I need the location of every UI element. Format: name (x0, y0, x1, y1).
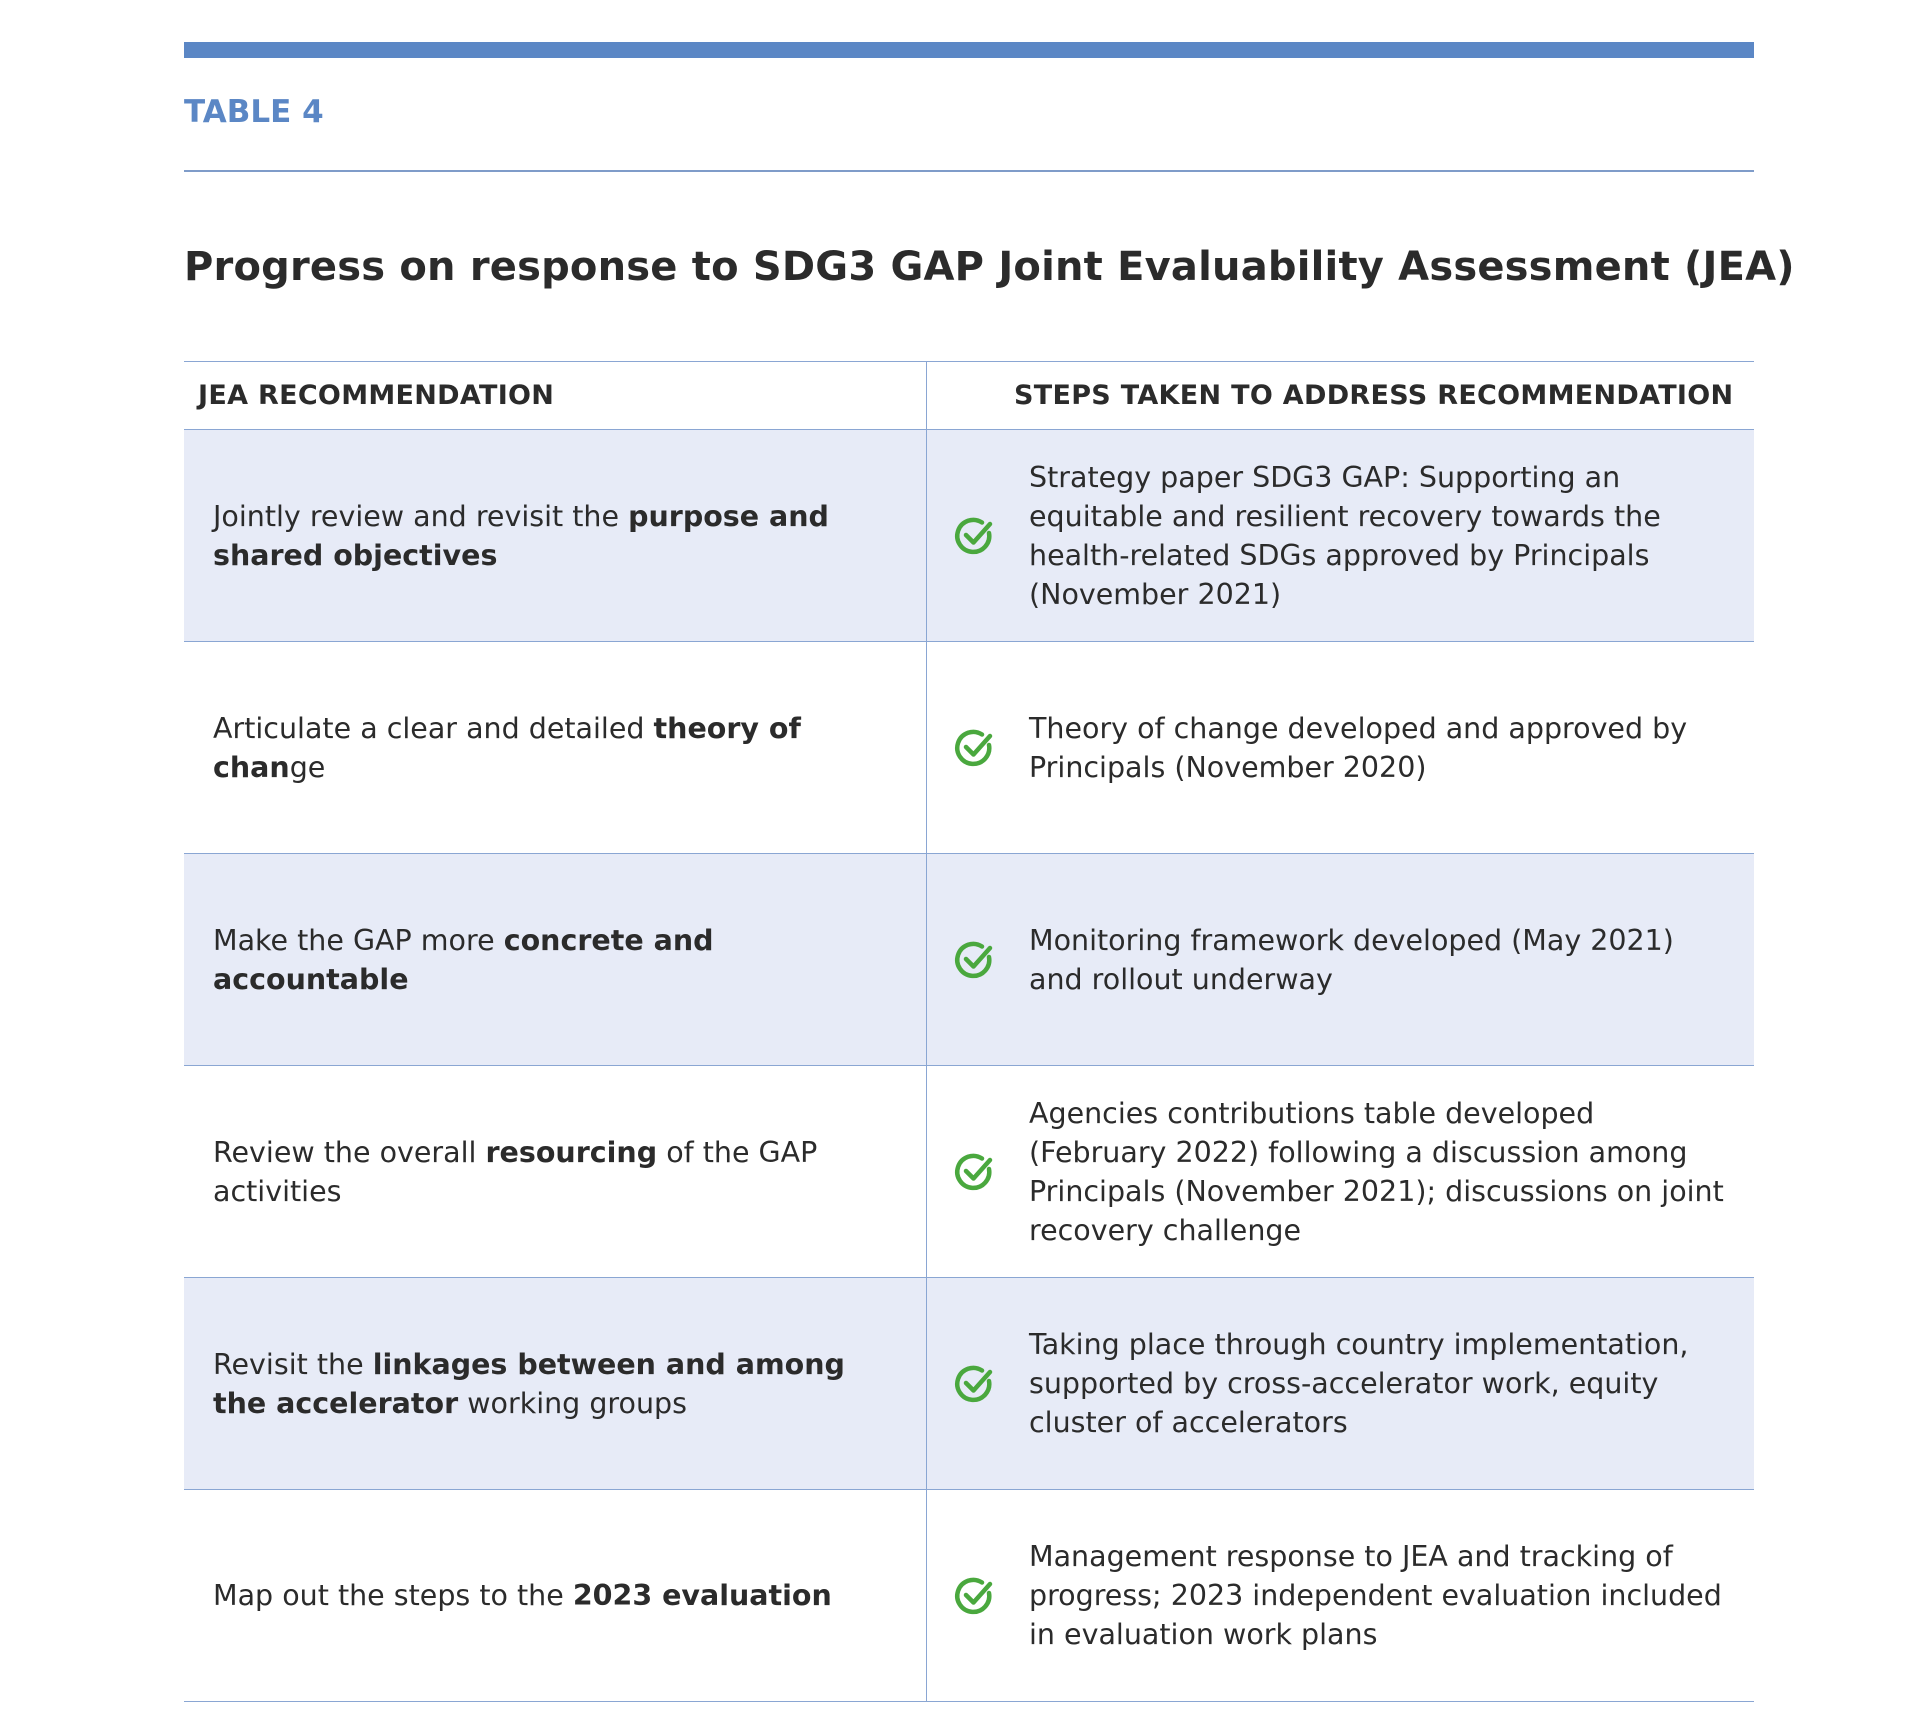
text-run: resourcing (485, 1135, 658, 1169)
table-row: Make the GAP more concrete and accountab… (184, 854, 1754, 1066)
text-run: 2023 evaluation (572, 1579, 832, 1612)
recommendation-cell: Make the GAP more concrete and accountab… (184, 854, 927, 1065)
steps-text: Agencies contributions table developed (… (1029, 1096, 1724, 1247)
recommendation-text: Revisit the linkages between and among t… (213, 1345, 906, 1423)
recommendation-cell: Map out the steps to the 2023 evaluation (184, 1490, 927, 1701)
steps-cell: Theory of change developed and approved … (927, 642, 1754, 853)
check-icon (955, 941, 993, 978)
recommendation-text: Jointly review and revisit the purpose a… (213, 497, 906, 575)
table-row: Articulate a clear and detailed theory o… (184, 642, 1754, 854)
column-header: STEPS TAKEN TO ADDRESS RECOMMENDATION (1014, 380, 1734, 411)
top-bar (184, 42, 1754, 58)
text-run: theory of chan (213, 711, 801, 784)
text-run: linkages between and among the accelerat… (213, 1347, 845, 1420)
check-icon (955, 517, 993, 554)
text-run: Review the overall (213, 1135, 486, 1169)
steps-cell: Monitoring framework developed (May 2021… (927, 854, 1754, 1065)
check-icon (955, 1365, 993, 1402)
recommendation-text: Review the overall resourcing of the GAP… (213, 1133, 906, 1211)
table-row: Review the overall resourcing of the GAP… (184, 1066, 1754, 1278)
recommendation-cell: Articulate a clear and detailed theory o… (184, 642, 927, 853)
table-row: Map out the steps to the 2023 evaluation… (184, 1490, 1754, 1702)
text-run: concrete and accountable (213, 923, 714, 996)
recommendation-cell: Revisit the linkages between and among t… (184, 1278, 927, 1489)
recommendation-text: Map out the steps to the 2023 evaluation (213, 1576, 832, 1615)
text-run: working groups (458, 1386, 687, 1420)
text-run: ge (289, 750, 326, 784)
table-row: Revisit the linkages between and among t… (184, 1278, 1754, 1490)
check-icon (955, 1153, 993, 1190)
table-label: TABLE 4 (184, 94, 324, 130)
check (953, 1574, 997, 1628)
header-row: JEA RECOMMENDATION STEPS TAKEN TO ADDRES… (184, 362, 1754, 430)
recommendation-text: Make the GAP more concrete and accountab… (213, 921, 906, 999)
divider (184, 170, 1754, 172)
check (953, 938, 997, 992)
check (953, 1362, 997, 1416)
steps-cell: Taking place through country implementat… (927, 1278, 1754, 1489)
steps-text: Monitoring framework developed (May 2021… (1029, 923, 1674, 996)
text-run: Revisit the (213, 1347, 373, 1381)
steps-cell: Strategy paper SDG3 GAP: Supporting an e… (927, 430, 1754, 641)
table-row: Jointly review and revisit the purpose a… (184, 430, 1754, 642)
check (953, 726, 997, 780)
recommendation-text: Articulate a clear and detailed theory o… (213, 709, 906, 787)
steps-text: Strategy paper SDG3 GAP: Supporting an e… (1029, 460, 1661, 611)
steps-text: Taking place through country implementat… (1029, 1328, 1689, 1439)
text-run: Articulate a clear and detailed (213, 711, 654, 745)
check-icon (955, 729, 993, 766)
text-run: Make the GAP more (213, 923, 504, 957)
text-run: Map out the steps to the (213, 1579, 573, 1612)
text-run: Jointly review and revisit the (213, 499, 629, 533)
recommendation-cell: Review the overall resourcing of the GAP… (184, 1066, 927, 1277)
text-run: purpose and shared objectives (213, 499, 829, 572)
steps-cell: Agencies contributions table developed (… (927, 1066, 1754, 1277)
recommendation-cell: Jointly review and revisit the purpose a… (184, 430, 927, 641)
steps-cell: Management response to JEA and tracking … (927, 1490, 1754, 1701)
steps-text: Management response to JEA and tracking … (1029, 1540, 1722, 1651)
table-title: Progress on response to SDG3 GAP Joint E… (184, 244, 1795, 290)
check-icon (955, 1577, 993, 1614)
check (953, 1150, 997, 1204)
column-header: JEA RECOMMENDATION (184, 362, 927, 429)
table: JEA RECOMMENDATION STEPS TAKEN TO ADDRES… (184, 361, 1754, 1702)
check (953, 514, 997, 568)
text-run: of the GAP activities (213, 1135, 818, 1208)
steps-text: Theory of change developed and approved … (1029, 711, 1688, 784)
